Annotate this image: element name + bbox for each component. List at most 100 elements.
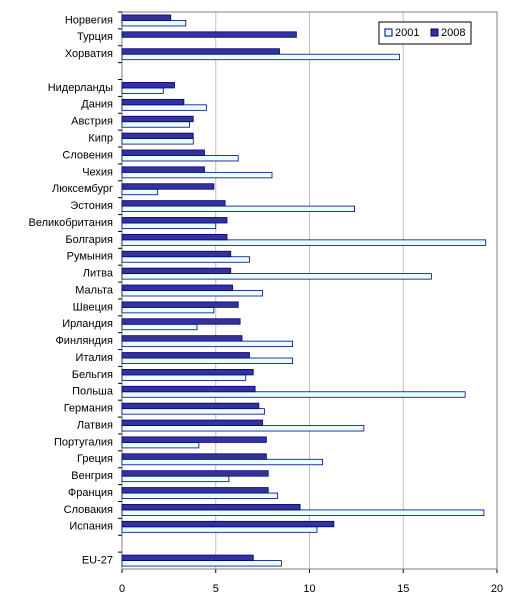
bar [121,306,215,314]
bar [121,250,232,258]
y-tick-label: Чехия [82,166,113,178]
y-tick-label: Франция [68,487,113,499]
y-tick-label: Хорватия [65,48,113,60]
legend-swatch [430,28,439,37]
bar [121,357,294,364]
y-tick-label: Болгария [65,234,113,246]
bar [121,217,228,224]
bar [121,402,260,410]
y-tick-label: Кипр [88,132,113,144]
y-tick-label: Словения [62,149,113,161]
bar [121,290,264,297]
bar [121,132,194,139]
bar [121,504,301,511]
bar [121,352,250,359]
bar [121,205,355,213]
bar [121,284,234,291]
bar [121,149,205,156]
bar [121,82,175,89]
x-tick-label: 15 [397,583,409,595]
bar [121,560,282,567]
bar [121,301,239,308]
y-tick-label: Литва [83,268,114,280]
bar [121,408,265,415]
bar [121,267,232,275]
bar [121,239,487,246]
bar [121,323,198,331]
y-tick-label: Швеция [73,301,113,313]
bar [121,166,205,173]
bar [121,48,280,55]
bar [121,14,172,21]
x-tick-label: 0 [119,583,125,595]
y-tick-label: Нидерланды [48,82,113,94]
y-tick-label: Португалия [54,436,113,448]
bar [121,475,230,483]
legend-swatch [384,28,393,37]
x-tick-label: 10 [303,583,315,595]
bar [121,442,200,449]
bar [121,188,159,196]
bar [121,526,318,533]
bar [121,453,267,460]
y-tick-label: Мальта [75,284,114,296]
bar [121,419,264,426]
y-tick-label: Польша [72,386,114,398]
bar [121,20,187,27]
y-tick-label: Ирландия [62,318,113,330]
bar [121,509,485,516]
bar [121,256,250,263]
bar [121,233,228,241]
y-tick-label: Германия [64,403,113,415]
bar [121,470,269,477]
bar [121,138,194,145]
y-tick-label: Латвия [77,419,113,431]
bar [121,222,217,229]
bar [121,121,190,128]
bar [121,425,365,432]
y-tick-label: EU-27 [82,554,113,566]
bar [121,31,297,38]
y-tick-label: Испания [69,521,113,533]
bar [121,183,215,190]
y-tick-label: Бельгия [72,369,113,381]
legend-box [378,21,472,45]
bar [121,374,247,381]
y-tick-label: Люксембург [52,183,113,195]
y-tick-label: Финляндия [55,335,113,347]
bar [121,155,239,162]
bar [121,87,164,94]
bar [121,98,185,106]
bar [121,318,241,325]
y-tick-label: Венгрия [71,470,113,482]
bar [121,520,335,528]
bar [121,104,207,111]
bar [121,335,243,342]
y-tick-label: Румыния [67,251,113,263]
y-tick-label: Словакия [64,504,113,516]
bar [121,53,400,61]
y-tick-label: Греция [77,453,113,465]
bar [121,554,254,561]
bar [121,492,279,499]
bar [121,115,194,123]
bar [121,368,254,376]
bar [121,340,294,348]
bar [121,391,466,398]
legend-label: 2008 [441,27,465,39]
y-tick-label: Норвегия [65,14,113,26]
bar [121,171,273,179]
y-tick-label: Австрия [71,116,113,128]
bar [121,200,226,207]
legend-label: 2001 [395,27,419,39]
y-tick-label: Великобритания [29,217,114,229]
bar [121,487,269,494]
bar [121,273,432,280]
x-tick-label: 20 [491,583,503,595]
bar [121,436,267,443]
bar [121,458,324,466]
bar [121,385,256,393]
y-tick-label: Италия [76,352,114,364]
